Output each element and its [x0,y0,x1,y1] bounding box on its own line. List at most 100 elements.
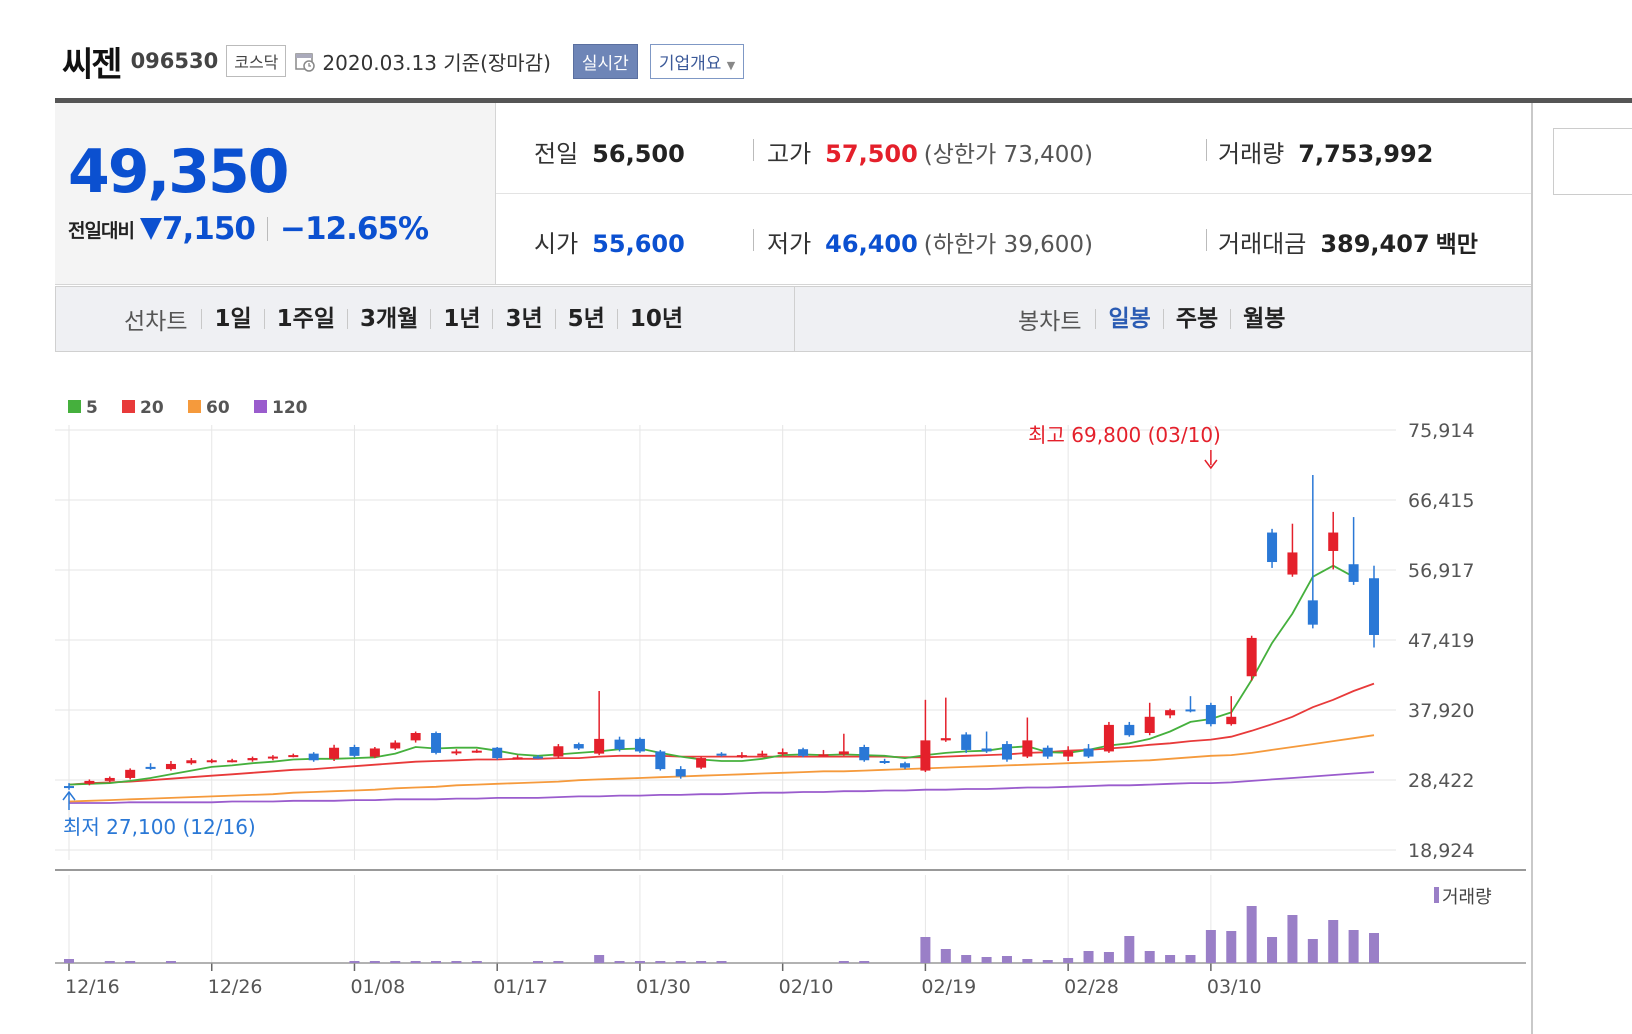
price-chart[interactable]: 75,914 66,415 56,917 47,419 37,920 28,422 18,9… [55,360,1531,1034]
candle-chart-tabs: 봉차트 일봉 주봉 월봉 [1018,287,1297,351]
quote-box: 49,350 전일대비 7,150 −12.65% 전일 56,500 고가 57,… [55,103,1533,285]
candle-body [1001,744,1012,760]
volume-legend-label: 거래량 [1442,887,1492,908]
candle-body [145,766,156,769]
candle-body [308,753,319,761]
candle-body [1267,532,1278,563]
volume-bar [675,961,686,963]
tab-weekly[interactable]: 주봉 [1162,308,1230,331]
candle-body [879,761,890,764]
amount-value: 389,407 [1320,230,1430,258]
volume-bar [1001,956,1012,963]
candle-body [859,747,870,761]
candle-body [349,747,360,756]
low-arrow-head [62,790,76,801]
change-label: 전일대비 [68,219,135,242]
volume-bar [1124,936,1135,963]
candle-body [655,751,666,770]
candle-body [1165,710,1176,716]
stock-code: 096530 [130,49,219,73]
y-tick-label: 18,924 [1408,840,1474,862]
candle-body [84,780,95,784]
volume-bar [1042,960,1053,963]
y-tick-label: 66,415 [1408,490,1474,512]
tab-1year[interactable]: 1년 [430,308,492,331]
tab-1week[interactable]: 1주일 [263,308,347,331]
realtime-button[interactable]: 실시간 [572,43,638,79]
volume-bar [981,957,992,963]
volume-bar [1103,952,1114,963]
volume-bar [64,959,74,963]
quote-separator [753,139,754,161]
y-tick-label: 37,920 [1408,700,1474,722]
period-tabs: 선차트 1일 1주일 3개월 1년 3년 5년 10년 봉차트 일봉 주봉 월봉 [55,286,1533,352]
tab-1day[interactable]: 1일 [201,308,263,331]
open-price: 시가 55,600 [534,224,685,259]
candle-body [594,738,605,754]
candle-body [1348,564,1359,582]
volume-bar [1165,955,1176,963]
x-tick-label: 12/16 [65,976,120,998]
volume-bar [614,961,625,963]
legend-label: 60 [206,398,230,418]
volume-bar [1267,937,1278,963]
quote-grid: 전일 56,500 고가 57,500 (상한가 73,400) 거래량 7,753,9… [496,103,1533,284]
volume-bar [369,961,380,963]
low-label: 저가 [767,230,812,258]
prev-close-label: 전일 [534,140,579,168]
volume: 거래량 7,753,992 [1218,134,1433,169]
candle-body [125,769,136,778]
volume-bar [553,961,564,963]
candle-body [1103,724,1114,752]
y-tick-label: 28,422 [1408,770,1474,792]
tab-3month[interactable]: 3개월 [346,308,430,331]
candle-body [900,763,911,768]
low-value: 46,400 [825,230,918,258]
chevron-down-icon: ▼ [726,58,736,72]
tab-3year[interactable]: 3년 [492,308,554,331]
tab-monthly[interactable]: 월봉 [1230,308,1297,331]
volume-legend-swatch [1434,887,1439,903]
candle-body [390,742,401,749]
candle-body [573,744,584,749]
legend-swatch [68,400,81,413]
volume-bar [431,961,442,963]
candle-body [716,753,727,756]
candle-body [64,786,74,789]
candle-body [757,753,768,756]
volume-bar [104,961,115,963]
candle-body [614,739,625,750]
calendar-icon [295,53,316,72]
tab-5year[interactable]: 5년 [554,308,617,331]
prev-close-value: 56,500 [592,140,685,168]
volume-bar [940,949,951,963]
market-badge: 코스닥 [226,45,287,77]
volume-bar [1287,915,1298,963]
candle-body [165,763,176,770]
lower-limit: (하한가 39,600) [923,232,1094,258]
tab-10year[interactable]: 10년 [616,308,695,331]
candle-body [553,746,564,757]
legend-label: 120 [272,398,308,418]
volume-bar [1063,958,1074,963]
candle-body [777,752,788,755]
high-annotation: 최고 69,800 (03/10) [1028,423,1221,447]
volume-bar [125,961,136,963]
line-chart-tabs: 선차트 1일 1주일 3개월 1년 3년 5년 10년 [124,287,695,351]
candle-body [329,747,340,759]
x-tick-label: 01/08 [350,976,405,998]
amount-label: 거래대금 [1218,230,1307,258]
candle-body [634,738,645,752]
candle-body [227,760,238,763]
candle-body [186,760,197,764]
company-overview-button[interactable]: 기업개요 ▼ [649,43,745,79]
candle-body [838,751,849,755]
high-label: 고가 [767,140,812,168]
line-chart-caption: 선차트 [124,309,188,335]
stock-name: 씨젠 [62,44,123,85]
volume-bar [1348,930,1359,963]
candle-body [1063,751,1074,757]
x-tick-label: 01/30 [636,976,691,998]
tab-daily[interactable]: 일봉 [1095,308,1162,331]
candle-body [1205,704,1216,725]
